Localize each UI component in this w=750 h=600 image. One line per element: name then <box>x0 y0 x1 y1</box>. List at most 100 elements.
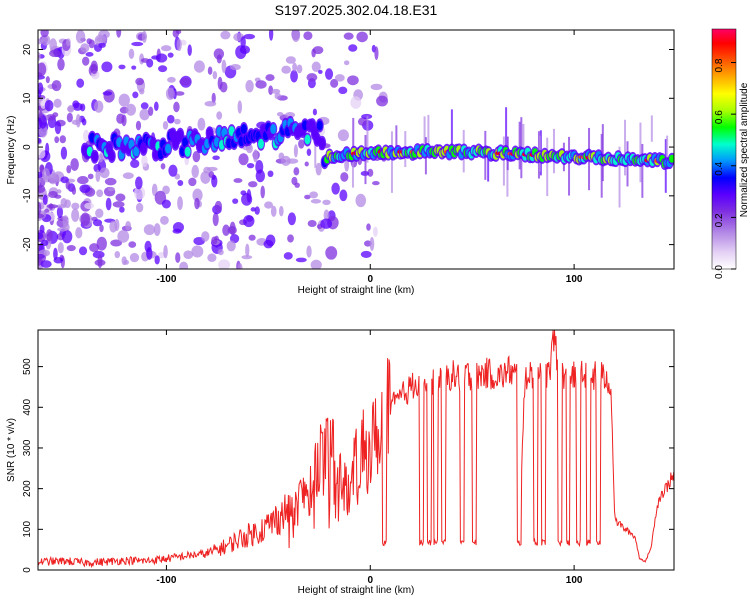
spectrogram-noise-cell <box>38 117 43 130</box>
spectrogram-noise-cell <box>66 165 72 174</box>
spectrogram-noise-cell <box>227 226 237 235</box>
spectrogram-noise-cell <box>135 202 144 213</box>
spectrogram-y-tick-label: -10 <box>22 188 33 203</box>
spectrogram-noise-cell <box>240 190 247 196</box>
spectrogram-noise-cell <box>98 42 106 48</box>
spectrogram-noise-cell <box>53 247 58 260</box>
spectrogram-noise-cell <box>325 246 338 260</box>
spectrogram-frame <box>37 29 675 270</box>
spectrogram-noise-cell <box>285 111 296 119</box>
spectrogram-noise-cell <box>176 38 182 52</box>
spectrogram-noise-cell <box>315 162 322 176</box>
spectrogram-noise-cell <box>92 219 103 227</box>
spectrogram-noise-cell <box>162 121 169 130</box>
spectrogram-noise-cell <box>140 58 150 63</box>
spectrogram-ridge-cell <box>319 137 326 148</box>
spectrogram-noise-cell <box>207 66 213 75</box>
spectrogram-noise-cell <box>71 119 81 125</box>
spectrogram-noise-cell <box>116 30 122 38</box>
spectrogram-noise-cell <box>293 144 298 158</box>
spectrogram-noise-cell <box>233 178 243 183</box>
spectrogram-noise-cell <box>370 83 383 91</box>
spectrogram-noise-cell <box>71 186 77 195</box>
spectrogram-noise-cell <box>86 38 92 45</box>
spectrogram-noise-cell <box>41 34 51 46</box>
spectrogram-streak <box>450 109 453 153</box>
spectrogram-noise-cell <box>369 236 375 251</box>
spectrogram-noise-cell <box>293 167 300 176</box>
spectrogram-noise-cell <box>158 251 166 259</box>
spectrogram-noise-cell <box>148 106 154 117</box>
spectrogram-noise-cell <box>65 38 71 47</box>
spectrogram-noise-cell <box>135 176 143 190</box>
spectrogram-noise-cell <box>322 199 331 206</box>
spectrogram-noise-cell <box>304 161 309 167</box>
spectrogram-noise-cell <box>96 236 107 251</box>
spectrogram-noise-cell <box>220 30 231 40</box>
spectrogram-noise-cell <box>237 263 243 269</box>
spectrogram-noise-cell <box>310 198 322 204</box>
spectrogram-streak <box>568 136 571 196</box>
spectrogram-x-tick-label: 100 <box>566 274 583 285</box>
spectrogram-noise-cell <box>216 111 223 120</box>
spectrogram-noise-cell <box>128 241 137 248</box>
spectrogram-noise-cell <box>165 87 175 100</box>
spectrogram-noise-cell <box>83 129 90 142</box>
spectrogram-noise-cell <box>93 100 104 113</box>
spectrogram-noise-cell <box>51 80 62 92</box>
spectrogram-noise-cell <box>355 193 367 208</box>
spectrogram-noise-cell <box>343 60 350 66</box>
spectrogram-noise-cell <box>372 180 380 186</box>
spectrogram-noise-cell <box>118 93 130 107</box>
spectrogram-noise-cell <box>70 158 79 171</box>
spectrogram-noise-cell <box>163 245 168 259</box>
spectrogram-noise-cell <box>38 125 48 138</box>
colorbar-label: Normalized spectral amplitude <box>739 82 750 217</box>
spectrogram-noise-cell <box>197 117 206 131</box>
spectrogram-noise-cell <box>75 30 86 44</box>
spectrogram-noise-cell <box>54 121 62 135</box>
spectrogram-noise-cell <box>38 232 44 240</box>
spectrogram-noise-cell <box>57 227 69 232</box>
spectrogram-noise-cell <box>133 186 146 200</box>
spectrogram-noise-cell <box>38 201 42 215</box>
spectrogram-noise-cell <box>60 146 68 160</box>
spectrogram-noise-cell <box>309 191 319 199</box>
snr-y-tick-label: 300 <box>22 439 33 456</box>
spectrogram-noise-cell <box>250 207 256 212</box>
spectrogram-noise-cell <box>194 197 200 210</box>
spectrogram-noise-cell <box>296 64 303 74</box>
spectrogram-noise-cell <box>357 117 368 126</box>
spectrogram-noise-cell <box>114 251 121 259</box>
spectrogram-noise-cell <box>141 30 147 43</box>
spectrogram-noise-cell <box>95 169 101 182</box>
spectrogram-noise-cell <box>248 181 258 188</box>
snr-y-tick-label: 100 <box>22 521 33 538</box>
spectrogram-noise-cell <box>193 60 205 73</box>
spectrogram-noise-cell <box>41 168 51 181</box>
spectrogram-noise-cell <box>356 31 368 43</box>
spectrogram-noise-cell <box>292 62 298 72</box>
colorbar-tick-label: 0.2 <box>714 213 725 227</box>
figure-title: S197.2025.302.04.18.E31 <box>275 2 438 18</box>
spectrogram-noise-cell <box>175 30 182 35</box>
spectrogram-ridge-cell <box>316 120 323 131</box>
snr-series-line <box>38 330 674 569</box>
spectrogram-noise-cell <box>179 261 189 269</box>
spectrogram-noise-cell <box>264 201 274 209</box>
spectrogram-noise-cell <box>38 62 47 77</box>
spectrogram-noise-cell <box>173 118 181 125</box>
spectrogram-noise-cell <box>339 189 348 202</box>
spectrogram-noise-cell <box>303 31 313 41</box>
spectrogram-x-axis: -100 0 100 <box>156 30 583 285</box>
spectrogram-noise-cell <box>76 78 85 88</box>
spectrogram-noise-cell <box>42 194 48 206</box>
spectrogram-noise-cell <box>207 253 217 263</box>
spectrogram-noise-cell <box>291 30 301 43</box>
spectrogram-streak <box>423 116 426 144</box>
spectrogram-noise-cell <box>89 243 100 252</box>
spectrogram-noise-cell <box>153 101 159 112</box>
spectrogram-ridge-cell <box>108 151 115 162</box>
spectrogram-ridge-cell <box>140 143 147 154</box>
spectrogram-noise-cell <box>167 114 175 124</box>
